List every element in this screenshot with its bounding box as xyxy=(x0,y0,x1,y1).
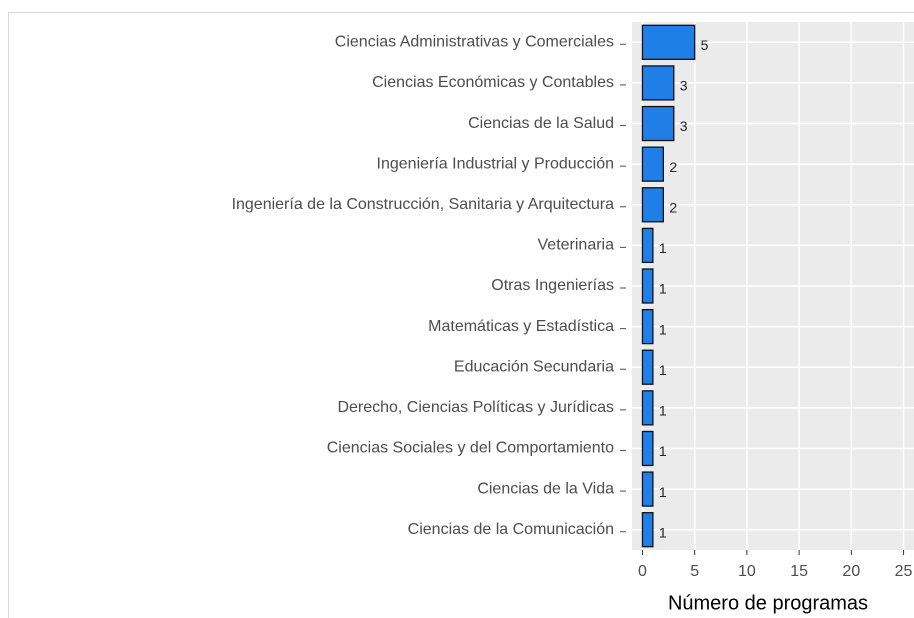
bar xyxy=(641,430,654,467)
y-tick-label: Ciencias Sociales y del Comportamiento xyxy=(327,440,614,457)
x-axis-label: Número de programas xyxy=(668,592,868,614)
bar xyxy=(641,349,654,385)
value-label: 1 xyxy=(659,281,667,297)
y-tick-label: Matemáticas y Estadística xyxy=(428,318,614,335)
value-label: 2 xyxy=(669,159,677,175)
bar xyxy=(641,512,654,548)
bar xyxy=(641,227,654,264)
value-label: 1 xyxy=(659,362,667,378)
y-tick-label: Ciencias de la Salud xyxy=(468,115,614,132)
value-label: 3 xyxy=(680,78,688,94)
bar xyxy=(641,187,664,223)
bar xyxy=(641,65,675,101)
y-tick-label: Ciencias de la Comunicación xyxy=(408,521,614,538)
x-tick-label: 0 xyxy=(638,563,647,580)
value-label: 1 xyxy=(659,443,667,459)
y-tick-label: Otras Ingenierías xyxy=(491,277,614,294)
y-tick-label: Ingeniería Industrial y Producción xyxy=(377,155,614,172)
y-tick-label: Veterinaria xyxy=(538,237,615,254)
bar xyxy=(641,146,664,182)
x-tick-label: 5 xyxy=(690,563,699,580)
frame xyxy=(8,12,914,618)
bar xyxy=(641,24,696,60)
y-tick-label: Educación Secundaria xyxy=(454,358,614,375)
value-label: 1 xyxy=(659,403,667,419)
y-tick-label: Ciencias Administrativas y Comerciales xyxy=(335,34,614,51)
bar xyxy=(641,308,654,345)
value-label: 1 xyxy=(659,484,667,500)
y-tick-label: Ciencias Económicas y Contables xyxy=(372,74,614,91)
value-label: 2 xyxy=(669,199,677,215)
x-tick-label: 20 xyxy=(842,563,860,580)
value-label: 1 xyxy=(659,321,667,337)
x-tick-label: 25 xyxy=(895,563,913,580)
y-tick-label: Ingeniería de la Construcción, Sanitaria… xyxy=(232,196,615,213)
x-tick-label: 10 xyxy=(738,563,756,580)
y-tick-label: Ciencias de la Vida xyxy=(477,480,614,497)
x-tick-label: 15 xyxy=(790,563,808,580)
value-label: 3 xyxy=(680,118,688,134)
bar xyxy=(641,268,654,304)
value-label: 1 xyxy=(659,524,667,540)
bar xyxy=(641,471,654,507)
value-label: 5 xyxy=(701,37,709,53)
value-label: 1 xyxy=(659,240,667,256)
y-tick-label: Derecho, Ciencias Políticas y Jurídicas xyxy=(337,399,614,416)
bar xyxy=(641,105,675,142)
bar xyxy=(641,390,654,426)
